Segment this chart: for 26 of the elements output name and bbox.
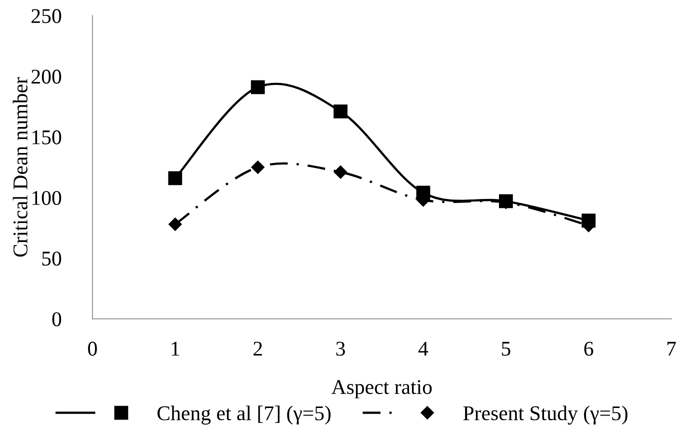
x-tick-label: 5 [502, 342, 510, 356]
y-tick-label: 250 [32, 9, 62, 24]
y-tick-label: 200 [32, 70, 62, 84]
point [168, 171, 182, 186]
point [168, 218, 182, 231]
x-axis-title: Aspect ratio [331, 380, 432, 398]
y-axis-title: Critical Dean number [12, 77, 28, 257]
point [582, 214, 596, 228]
y-tick-label: 100 [32, 190, 62, 206]
y-tick-label: 50 [42, 252, 62, 266]
legend-label: Present Study (γ=5) [463, 406, 628, 425]
x-tick-label: 2 [254, 342, 262, 356]
x-tick-label: 1 [172, 342, 180, 356]
y-tick-label: 150 [32, 130, 62, 144]
x-tick-label: 4 [418, 342, 428, 356]
x-tick-label: 0 [88, 342, 97, 356]
legend-label: Cheng et al [7] (γ=5) [158, 406, 331, 425]
point [250, 80, 265, 94]
point [416, 186, 430, 200]
point [334, 166, 348, 179]
x-tick-label: 3 [336, 342, 345, 356]
y-tick-label: 0 [52, 312, 62, 326]
point [334, 104, 348, 118]
x-tick-label: 7 [667, 342, 676, 356]
x-tick-label: 6 [584, 342, 594, 356]
point [251, 160, 264, 174]
